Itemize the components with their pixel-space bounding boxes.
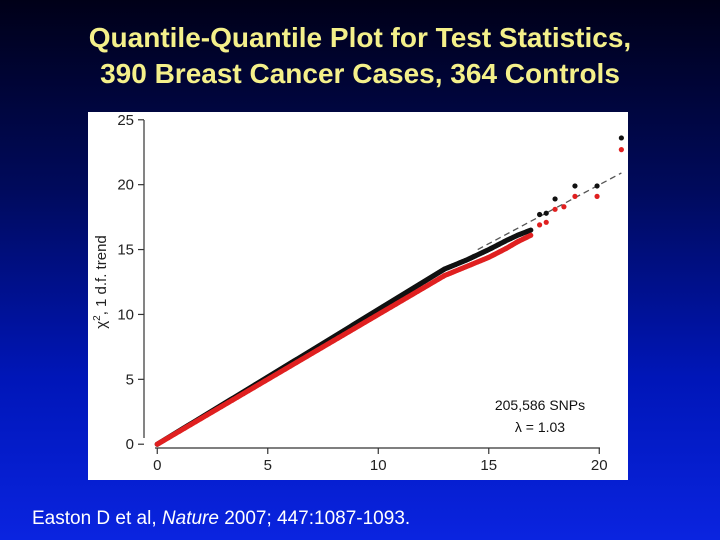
y-axis-label-text: , 1 d.f. trend xyxy=(93,235,110,315)
citation-journal: Nature xyxy=(161,508,219,529)
y-tick-label: 20 xyxy=(117,177,134,194)
y-tick-label: 25 xyxy=(117,112,134,129)
data-point xyxy=(536,211,543,218)
y-axis-label: χ2, 1 d.f. trend xyxy=(92,235,110,328)
y-axis-label-symbol: χ xyxy=(93,321,110,329)
data-point xyxy=(552,206,558,212)
slide-title: Quantile-Quantile Plot for Test Statisti… xyxy=(0,20,720,92)
data-point xyxy=(618,147,624,153)
snp-count-annotation: 205,586 SNPs xyxy=(495,397,585,413)
x-tick-label: 15 xyxy=(480,457,497,474)
data-point xyxy=(594,193,600,199)
data-point xyxy=(528,227,534,233)
citation-authors: Easton D et al, xyxy=(32,508,157,529)
slide-title-line-1: Quantile-Quantile Plot for Test Statisti… xyxy=(88,22,632,53)
data-point xyxy=(536,222,543,228)
ticks: 0 5 10 15 20 25 0 5 10 15 20 xyxy=(117,112,607,474)
slide-title-line-2: 390 Breast Cancer Cases, 364 Controls xyxy=(100,58,620,89)
y-tick-label: 0 xyxy=(126,436,134,453)
x-tick-label: 10 xyxy=(370,457,387,474)
data-point xyxy=(543,219,549,225)
reference-line xyxy=(477,172,622,251)
x-tick-label: 20 xyxy=(591,457,608,474)
y-axis-label-superscript: 2 xyxy=(92,315,103,321)
y-tick-label: 5 xyxy=(126,371,134,388)
data-point xyxy=(543,210,549,216)
citation-details: 2007; 447:1087-1093. xyxy=(224,508,411,529)
series-corrected xyxy=(154,147,624,447)
data-point xyxy=(618,135,624,141)
y-tick-label: 10 xyxy=(117,306,134,323)
data-point xyxy=(572,183,578,189)
qq-plot: 0 5 10 15 20 25 0 5 10 15 20 χ2, 1 d.f. trend 205,… xyxy=(92,112,624,474)
data-point xyxy=(528,232,534,238)
data-point xyxy=(552,196,558,202)
y-tick-label: 15 xyxy=(117,242,134,259)
qq-plot-panel: 0 5 10 15 20 25 0 5 10 15 20 χ2, 1 d.f. trend 205,… xyxy=(88,112,628,480)
data-points xyxy=(154,135,624,447)
axes xyxy=(143,120,600,449)
x-tick-label: 5 xyxy=(264,457,272,474)
lambda-annotation: λ = 1.03 xyxy=(515,419,565,435)
x-tick-label: 0 xyxy=(153,457,161,474)
data-point xyxy=(572,193,578,199)
data-point xyxy=(561,204,567,210)
data-point xyxy=(594,183,600,189)
citation: Easton D et al, Nature 2007; 447:1087-10… xyxy=(32,508,410,530)
